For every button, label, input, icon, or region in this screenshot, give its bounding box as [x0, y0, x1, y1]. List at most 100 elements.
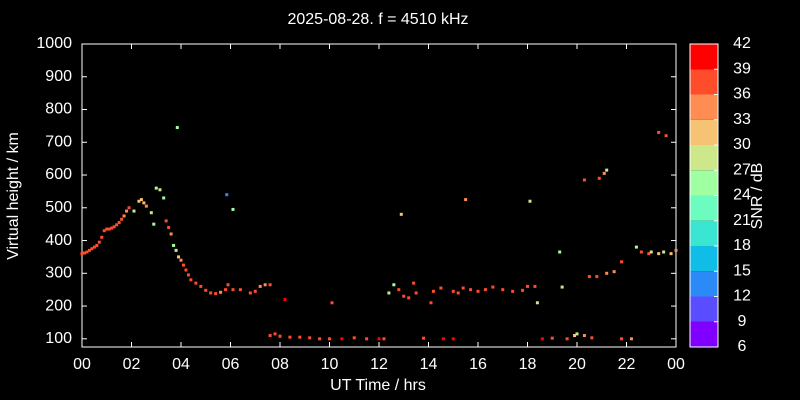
colorbar-band: [690, 94, 718, 120]
scatter-point: [414, 291, 418, 295]
scatter-point: [194, 281, 198, 285]
scatter-point: [115, 223, 119, 227]
scatter-point: [441, 337, 445, 341]
scatter-point: [298, 335, 302, 339]
x-tick-label: 12: [370, 356, 388, 373]
scatter-point: [268, 283, 272, 287]
scatter-point: [528, 199, 532, 203]
y-tick-label: 700: [45, 133, 72, 150]
scatter-point: [647, 252, 651, 256]
scatter-point: [308, 336, 312, 340]
scatter-point: [590, 336, 594, 340]
scatter-point: [102, 229, 106, 233]
scatter-point: [657, 130, 661, 134]
scatter-point: [612, 270, 616, 274]
scatter-point: [283, 298, 287, 302]
scatter-point: [634, 245, 638, 249]
colorbar-tick-label: 15: [733, 262, 751, 279]
x-tick-label: 22: [618, 356, 636, 373]
scatter-point: [540, 337, 544, 341]
scatter-point: [95, 243, 99, 247]
scatter-point: [456, 291, 460, 295]
scatter-point: [204, 288, 208, 292]
scatter-point: [397, 288, 401, 292]
scatter-point: [605, 168, 609, 172]
scatter-point: [649, 250, 653, 254]
scatter-point: [179, 258, 183, 262]
scatter-point: [122, 214, 126, 218]
scatter-point: [288, 335, 292, 339]
y-tick-label: 500: [45, 199, 72, 216]
scatter-point: [177, 255, 181, 259]
scatter-point: [664, 134, 668, 138]
scatter-point: [125, 209, 129, 213]
y-tick-label: 900: [45, 68, 72, 85]
scatter-point: [117, 221, 121, 225]
scatter-point: [263, 283, 267, 287]
scatter-point: [382, 337, 386, 341]
scatter-point: [105, 227, 109, 231]
colorbar-band: [690, 195, 718, 221]
scatter-point: [392, 283, 396, 287]
scatter-point: [340, 337, 344, 341]
colorbar-tick-label: 12: [733, 288, 751, 305]
scatter-point: [476, 289, 480, 293]
colorbar-tick-label: 42: [733, 35, 751, 52]
scatter-point: [535, 301, 539, 305]
scatter-point: [186, 273, 190, 277]
scatter-point: [575, 332, 579, 336]
scatter-point: [597, 176, 601, 180]
scatter-point: [137, 199, 141, 203]
scatter-point: [209, 291, 213, 295]
scatter-point: [602, 171, 606, 175]
scatter-point: [164, 219, 168, 223]
y-tick-label: 200: [45, 297, 72, 314]
scatter-point: [184, 268, 188, 272]
scatter-point: [501, 288, 505, 292]
scatter-point: [120, 217, 124, 221]
scatter-point: [526, 284, 529, 288]
scatter-point: [278, 334, 282, 338]
scatter-point: [174, 248, 178, 252]
scatter-point: [154, 186, 158, 190]
scatter-point: [674, 248, 678, 252]
colorbar-band: [690, 271, 718, 297]
x-tick-label: 10: [321, 356, 339, 373]
x-tick-label: 00: [667, 356, 685, 373]
scatter-point: [142, 201, 146, 205]
scatter-point: [238, 288, 242, 292]
colorbar-label: SNR / dB: [749, 163, 766, 230]
scatter-point: [253, 289, 257, 293]
scatter-point: [451, 337, 455, 341]
scatter-point: [429, 301, 433, 305]
scatter-point: [521, 288, 525, 292]
y-tick-label: 800: [45, 101, 72, 118]
colorbar-band: [690, 69, 718, 95]
colorbar-tick-label: 6: [738, 338, 747, 355]
scatter-point: [127, 206, 131, 210]
colorbar-band: [690, 145, 718, 171]
scatter-point: [189, 278, 193, 282]
scatter-point: [402, 294, 406, 298]
colorbar-tick-label: 9: [738, 313, 747, 330]
scatter-point: [422, 336, 426, 340]
scatter-point: [377, 337, 381, 341]
scatter-point: [110, 226, 114, 230]
scatter-point: [149, 211, 153, 215]
scatter-point: [214, 292, 218, 296]
scatter-point: [258, 284, 262, 288]
scatter-point: [639, 250, 643, 254]
x-axis-label: UT Time / hrs: [330, 377, 426, 394]
scatter-point: [431, 289, 435, 293]
scatter-point: [100, 235, 104, 239]
scatter-point: [511, 289, 515, 293]
scatter-point: [219, 290, 223, 294]
scatter-point: [80, 252, 84, 256]
scatter-point: [662, 250, 666, 254]
scatter-point: [90, 247, 94, 251]
scatter-point: [330, 301, 334, 305]
scatter-point: [533, 284, 537, 288]
colorbar-tick-label: 30: [733, 136, 751, 153]
y-axis-label: Virtual height / km: [5, 132, 22, 260]
